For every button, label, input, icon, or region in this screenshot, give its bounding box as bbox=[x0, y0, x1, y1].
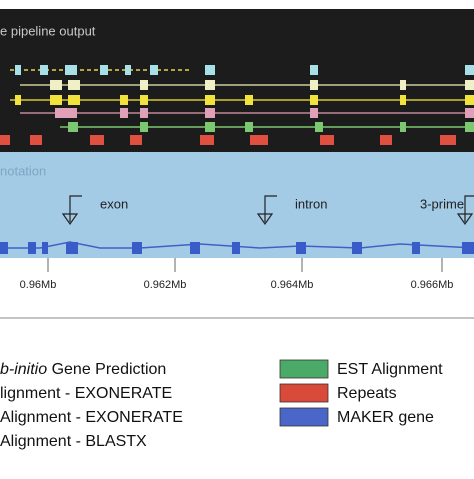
feature bbox=[380, 135, 392, 145]
feature bbox=[90, 135, 104, 145]
legend-italic: b-initio bbox=[0, 361, 47, 378]
legend-text: Alignment - BLASTX bbox=[0, 433, 147, 450]
gene-exon bbox=[296, 242, 306, 254]
feature bbox=[465, 80, 474, 90]
arrow bbox=[256, 195, 277, 226]
feature bbox=[205, 108, 215, 118]
legend-text: Alignment - EXONERATE bbox=[0, 409, 183, 426]
feature bbox=[245, 95, 253, 105]
feature bbox=[100, 65, 108, 75]
feature bbox=[205, 80, 215, 90]
legend-label: Alignment - EXONERATE bbox=[0, 409, 183, 426]
gene-exon bbox=[462, 242, 474, 254]
legend-swatch bbox=[279, 359, 329, 379]
feature bbox=[68, 122, 78, 132]
arrow bbox=[456, 195, 474, 226]
feature bbox=[55, 108, 77, 118]
feature bbox=[465, 122, 474, 132]
feature bbox=[15, 95, 21, 105]
gene-exon bbox=[352, 242, 362, 254]
feature bbox=[440, 135, 456, 145]
feature bbox=[65, 65, 77, 75]
feature bbox=[68, 80, 80, 90]
gene-exon bbox=[28, 242, 36, 254]
axis-strip bbox=[0, 258, 474, 316]
feature bbox=[150, 65, 158, 75]
axis-label: 0.96Mb bbox=[20, 279, 57, 291]
gene-exon bbox=[232, 242, 240, 254]
gene-exon bbox=[190, 242, 200, 254]
feature bbox=[310, 95, 318, 105]
feature bbox=[465, 108, 474, 118]
feature bbox=[15, 65, 21, 75]
feature bbox=[120, 108, 128, 118]
gene-exon bbox=[132, 242, 142, 254]
legend-text: lignment - EXONERATE bbox=[0, 385, 172, 402]
feature bbox=[400, 122, 406, 132]
feature bbox=[205, 95, 215, 105]
feature bbox=[125, 65, 131, 75]
gene-exon bbox=[0, 242, 8, 254]
feature bbox=[310, 108, 318, 118]
feature bbox=[200, 135, 214, 145]
legend-label: Repeats bbox=[337, 385, 397, 402]
gene-exon bbox=[42, 242, 48, 254]
legend-label: MAKER gene bbox=[337, 409, 434, 426]
feature bbox=[68, 95, 80, 105]
feature bbox=[140, 95, 148, 105]
annotation-label: 3-prime bbox=[420, 196, 464, 211]
feature bbox=[140, 80, 148, 90]
feature bbox=[320, 135, 334, 145]
legend-text: Gene Prediction bbox=[47, 361, 166, 378]
panel-title: e pipeline output bbox=[0, 23, 96, 38]
annotation-panel bbox=[0, 152, 474, 258]
feature bbox=[250, 135, 268, 145]
legend-swatch bbox=[279, 407, 329, 427]
axis-label: 0.964Mb bbox=[271, 279, 314, 291]
feature bbox=[140, 122, 148, 132]
arrow bbox=[61, 195, 82, 226]
feature bbox=[30, 135, 42, 145]
feature bbox=[315, 122, 323, 132]
feature bbox=[310, 80, 318, 90]
axis-label: 0.962Mb bbox=[144, 279, 187, 291]
legend-label: EST Alignment bbox=[337, 361, 443, 378]
annotation-label: exon bbox=[100, 196, 128, 211]
feature bbox=[400, 95, 406, 105]
gene-exon bbox=[412, 242, 420, 254]
legend-label: lignment - EXONERATE bbox=[0, 385, 172, 402]
feature bbox=[400, 80, 406, 90]
panel-title: notation bbox=[0, 163, 46, 178]
feature bbox=[205, 122, 215, 132]
feature bbox=[130, 135, 142, 145]
gene-exon bbox=[66, 242, 78, 254]
feature bbox=[140, 108, 148, 118]
feature bbox=[40, 65, 48, 75]
legend-label: Alignment - BLASTX bbox=[0, 433, 147, 450]
legend-swatch bbox=[279, 383, 329, 403]
feature bbox=[465, 95, 474, 105]
feature bbox=[50, 95, 62, 105]
axis-label: 0.966Mb bbox=[411, 279, 454, 291]
feature bbox=[50, 80, 62, 90]
annotation-label: intron bbox=[295, 196, 328, 211]
feature bbox=[310, 65, 318, 75]
feature bbox=[245, 122, 253, 132]
legend-label: b-initio Gene Prediction bbox=[0, 361, 166, 378]
feature bbox=[0, 135, 10, 145]
feature bbox=[205, 65, 215, 75]
feature bbox=[120, 95, 128, 105]
feature bbox=[465, 65, 474, 75]
